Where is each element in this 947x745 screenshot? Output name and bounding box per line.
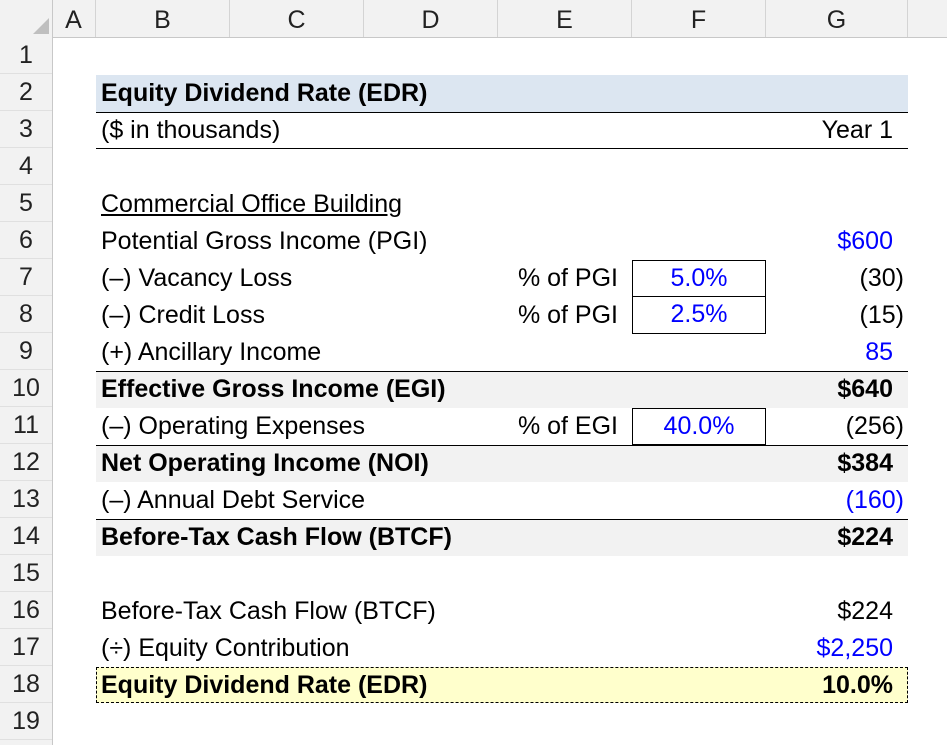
row-header[interactable]: 14 — [0, 518, 52, 555]
column-header-a[interactable]: A — [52, 0, 96, 37]
btcf-ref-label-cell[interactable]: Before-Tax Cash Flow (BTCF) — [101, 597, 436, 625]
row-header[interactable]: 18 — [0, 666, 52, 703]
row-header[interactable]: 4 — [0, 148, 52, 185]
noi-value-cell[interactable]: $384 — [837, 449, 893, 477]
vacancy-rate-input[interactable]: 5.0% — [632, 260, 766, 297]
vacancy-label-cell[interactable]: (–) Vacancy Loss — [101, 264, 293, 292]
noi-top-border — [96, 445, 908, 446]
row-header[interactable]: 1 — [0, 37, 52, 74]
btcf-ref-value-cell[interactable]: $224 — [837, 597, 893, 625]
debt-service-label-cell[interactable]: (–) Annual Debt Service — [101, 486, 366, 514]
units-bottom-border — [96, 148, 908, 149]
btcf-top-border — [96, 519, 908, 520]
edr-value-cell[interactable]: 10.0% — [822, 671, 893, 699]
column-header-c[interactable]: C — [230, 0, 364, 37]
column-header-g[interactable]: G — [766, 0, 908, 37]
row-header[interactable]: 16 — [0, 592, 52, 629]
row-header[interactable]: 8 — [0, 296, 52, 333]
ancillary-value-cell[interactable]: 85 — [865, 338, 893, 366]
equity-label-cell[interactable]: (÷) Equity Contribution — [101, 634, 350, 662]
btcf-band — [96, 519, 908, 556]
row-header[interactable]: 9 — [0, 333, 52, 370]
row-header[interactable]: 17 — [0, 629, 52, 666]
credit-basis-cell[interactable]: % of PGI — [517, 301, 618, 329]
opex-label-cell[interactable]: (–) Operating Expenses — [101, 412, 366, 440]
credit-label-cell[interactable]: (–) Credit Loss — [101, 301, 265, 329]
select-all-button[interactable] — [0, 0, 53, 37]
row-header[interactable]: 11 — [0, 407, 52, 444]
egi-band — [96, 371, 908, 408]
noi-band — [96, 445, 908, 482]
row-header[interactable]: 13 — [0, 481, 52, 518]
credit-value-cell[interactable]: (15) — [859, 301, 904, 329]
pgi-label-cell[interactable]: Potential Gross Income (PGI) — [101, 227, 428, 255]
btcf-label-cell[interactable]: Before-Tax Cash Flow (BTCF) — [101, 523, 452, 551]
row-header[interactable]: 2 — [0, 74, 52, 111]
vacancy-basis-cell[interactable]: % of PGI — [517, 264, 618, 292]
row-header[interactable]: 7 — [0, 259, 52, 296]
row-header[interactable]: 15 — [0, 555, 52, 592]
row-header[interactable]: 5 — [0, 185, 52, 222]
edr-label-cell[interactable]: Equity Dividend Rate (EDR) — [101, 671, 428, 699]
row-header[interactable]: 10 — [0, 370, 52, 407]
egi-label-cell[interactable]: Effective Gross Income (EGI) — [101, 375, 446, 403]
column-header-b[interactable]: B — [96, 0, 230, 37]
column-header-bar: A B C D E F G — [0, 0, 947, 38]
title-bottom-border — [96, 112, 908, 113]
opex-basis-cell[interactable]: % of EGI — [517, 412, 618, 440]
equity-value-cell[interactable]: $2,250 — [816, 634, 893, 662]
opex-rate-input[interactable]: 40.0% — [632, 408, 766, 445]
column-header-f[interactable]: F — [632, 0, 766, 37]
credit-rate-input[interactable]: 2.5% — [632, 297, 766, 334]
pgi-value-cell[interactable]: $600 — [837, 227, 893, 255]
period-cell[interactable]: Year 1 — [821, 116, 893, 144]
section-heading-cell[interactable]: Commercial Office Building — [101, 190, 403, 218]
title-cell[interactable]: Equity Dividend Rate (EDR) — [101, 79, 428, 107]
vacancy-value-cell[interactable]: (30) — [859, 264, 904, 292]
ancillary-label-cell[interactable]: (+) Ancillary Income — [101, 338, 322, 366]
edr-result-band — [96, 667, 908, 703]
egi-value-cell[interactable]: $640 — [837, 375, 893, 403]
column-header-e[interactable]: E — [498, 0, 632, 37]
row-header-bar: 1 2 3 4 5 6 7 8 9 10 11 12 13 14 15 16 1… — [0, 37, 53, 745]
egi-top-border — [96, 371, 908, 372]
column-header-d[interactable]: D — [364, 0, 498, 37]
select-all-triangle-icon — [33, 18, 49, 34]
row-header[interactable]: 3 — [0, 111, 52, 148]
title-band — [96, 75, 908, 112]
debt-service-value-cell[interactable]: (160) — [845, 486, 904, 514]
noi-label-cell[interactable]: Net Operating Income (NOI) — [101, 449, 429, 477]
units-cell[interactable]: ($ in thousands) — [101, 116, 281, 144]
row-header[interactable]: 19 — [0, 703, 52, 740]
row-header[interactable]: 12 — [0, 444, 52, 481]
opex-value-cell[interactable]: (256) — [845, 412, 904, 440]
row-header[interactable]: 6 — [0, 222, 52, 259]
btcf-value-cell[interactable]: $224 — [837, 523, 893, 551]
